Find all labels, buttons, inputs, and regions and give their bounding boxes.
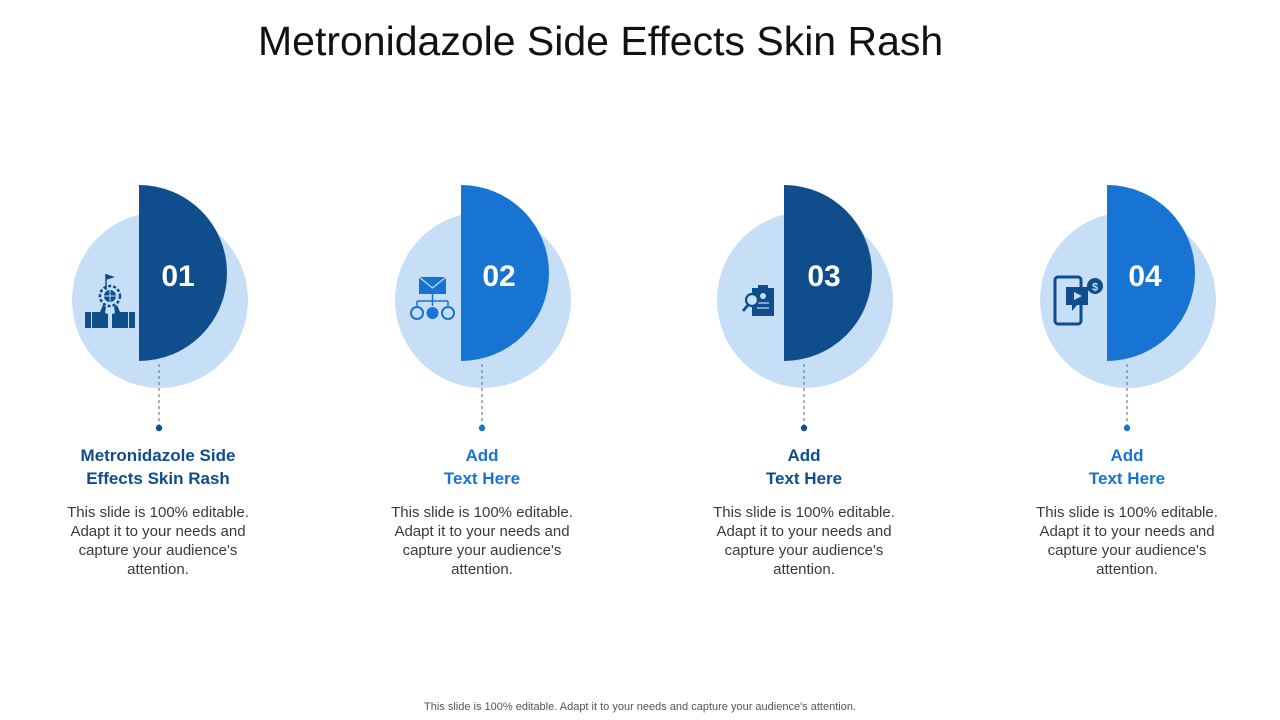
step-4-half-circle [1107,185,1195,361]
step-2-badge: 02 [395,185,571,432]
footer-note: This slide is 100% editable. Adapt it to… [424,701,856,713]
step-1: 01 Metronidazole Side Effects Skin Rash … [58,0,318,720]
email-network-icon [410,276,455,320]
step-2-connector-dot [478,424,486,432]
step-4-number: 04 [1128,260,1162,293]
mobile-video-dollar-icon: $ [1053,275,1103,326]
step-3-half-circle [784,185,872,361]
svg-text:$: $ [1092,282,1098,294]
step-3-heading: Add Text Here [765,446,843,488]
step-3-number: 03 [807,260,840,293]
step-1-heading: Metronidazole Side Effects Skin Rash [80,446,236,488]
step-2: 02 Add Text Here This slide is 100% edit… [381,0,641,720]
step-1-number: 01 [161,260,194,293]
step-4-heading: Add Text Here [1088,446,1166,488]
step-3-badge: 03 [717,185,893,432]
thumbs-up-globe-icon [85,274,135,328]
step-1-connector-dot [155,424,163,432]
step-3-connector-dot [800,424,808,432]
step-3: 03 Add Text Here This slide is 100% edit… [703,0,963,720]
step-1-badge: 01 [72,185,248,432]
step-4-description: This slide is 100% editable. Adapt it to… [1036,504,1218,578]
step-2-number: 02 [482,260,515,293]
step-1-description: This slide is 100% editable. Adapt it to… [67,504,249,578]
step-4-connector-dot [1123,424,1131,432]
step-3-description: This slide is 100% editable. Adapt it to… [713,504,895,578]
step-4: 04 $ Add Text Here This slide is 100% ed… [1026,0,1280,720]
slide-title: Metronidazole Side Effects Skin Rash [258,18,944,64]
step-2-half-circle [461,185,549,361]
step-2-heading: Add Text Here [443,446,521,488]
step-4-badge: 04 $ [1040,185,1216,432]
step-1-half-circle [139,185,227,361]
clipboard-search-icon [741,285,774,316]
step-2-description: This slide is 100% editable. Adapt it to… [391,504,573,578]
